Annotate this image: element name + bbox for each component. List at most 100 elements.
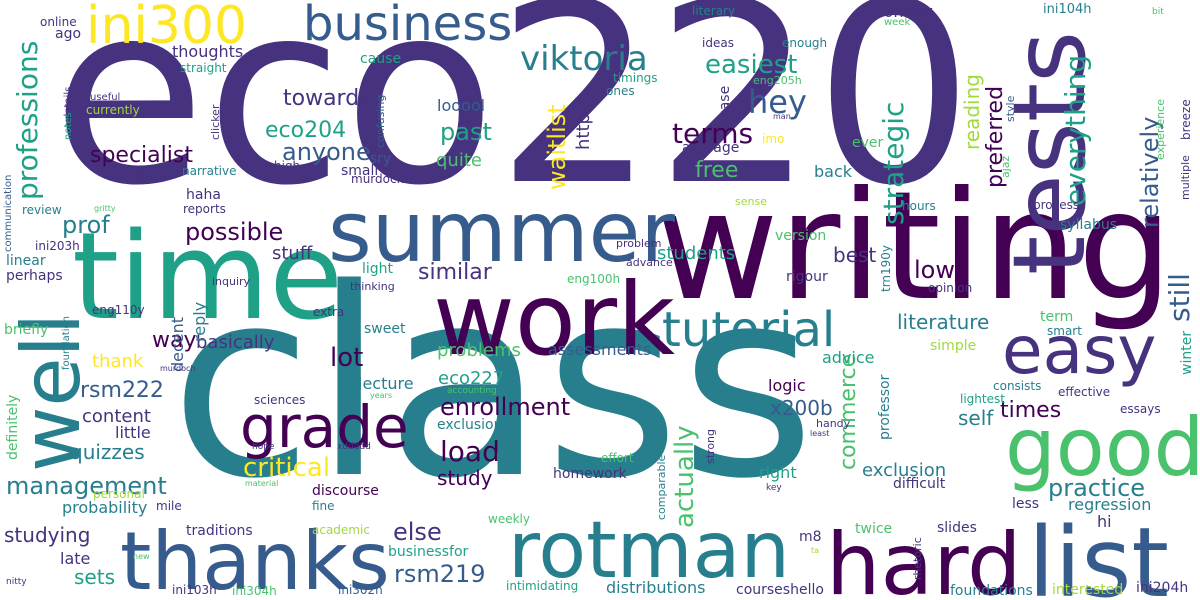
word-murdoch: murdoch (160, 364, 196, 373)
word-eng100h: eng100h (567, 272, 621, 286)
word-eng205h: eng205h (753, 74, 802, 87)
word-management: management (6, 472, 167, 500)
word-lot: lot (330, 343, 364, 373)
word-average: average (682, 140, 740, 156)
word-winter: winter (1179, 330, 1195, 375)
word-cause: cause (360, 51, 402, 67)
word-bit: bit (1152, 7, 1164, 17)
word-process: process (1033, 198, 1080, 212)
word-clicker: clicker (209, 104, 222, 140)
word-hi: hi (1097, 512, 1112, 531)
word-trn190y: trn190y (879, 244, 893, 292)
word-multiple: multiple (1179, 155, 1192, 200)
word-professor: professor (877, 374, 893, 440)
word-quite: quite (436, 150, 482, 171)
word-strong: strong (704, 428, 717, 464)
word-fine: fine (312, 499, 335, 513)
word-literary: literary (692, 4, 736, 18)
word-ideas: ideas (702, 36, 734, 50)
word-right: right (759, 463, 797, 482)
word-waitlist: waitlist (543, 104, 571, 190)
word-enrollment: enrollment (440, 393, 571, 421)
word-inquiry: inquiry (212, 275, 251, 288)
word-probability: probability (62, 498, 148, 517)
word-commerce: commerce (836, 353, 861, 470)
word-exclusions: exclusions (437, 417, 510, 433)
word-courseshello: courseshello (736, 582, 824, 598)
word-load: load (440, 435, 500, 468)
word-currently: currently (86, 103, 140, 117)
word-class: class (170, 234, 816, 536)
word-light: light (362, 261, 394, 277)
word-easiest: easiest (705, 50, 798, 80)
word-haha: haha (186, 187, 221, 203)
word-x200b: x200b (770, 396, 833, 420)
word-accounting: accounting (447, 386, 497, 396)
word-self: self (958, 406, 994, 430)
word-eco220: eco220 (52, 0, 974, 240)
word-businessfor: businessfor (388, 544, 469, 560)
word-new: new (133, 552, 150, 561)
word-weekly: weekly (488, 512, 530, 526)
word-gritty: gritty (94, 204, 116, 213)
word-opinion: opinion (928, 281, 973, 295)
word-sciences: sciences (254, 393, 306, 407)
word-problems: problems (437, 340, 521, 361)
word-looool: looool (437, 96, 486, 115)
word-advance: advance (626, 256, 673, 269)
word-term: term (1040, 309, 1074, 325)
word-practice: practice (1048, 474, 1146, 502)
word-murdock: murdock (351, 172, 404, 186)
word-stuff: stuff (272, 243, 313, 264)
word-traditions: traditions (186, 523, 253, 539)
word-review: review (22, 203, 62, 217)
word-anyone: anyone (282, 138, 371, 166)
word-tutorial: tutorial (662, 302, 836, 358)
word-logic: logic (768, 376, 806, 395)
word-personal: personal (93, 487, 145, 501)
word-quizzes: quizzes (70, 440, 145, 464)
word-eco204: eco204 (265, 118, 347, 143)
word-problem: problem (616, 237, 662, 250)
word-case: case (717, 85, 733, 118)
word-distributions: distributions (606, 578, 706, 597)
word-thanks: thanks (120, 515, 390, 600)
word-foundation: foundation (61, 316, 72, 370)
word-assessments: assessments (548, 340, 652, 359)
word-ini204h: ini204h (1136, 580, 1189, 596)
word-experience: experience (1154, 99, 1167, 160)
word-work: work (433, 261, 675, 378)
word-linear: linear (6, 253, 46, 269)
word-handy: handy (816, 417, 851, 430)
word-xddddd: xddddd (337, 442, 371, 452)
word-content: content (82, 406, 151, 427)
word-best: best (833, 243, 877, 267)
word-times: times (1000, 398, 1062, 423)
word-nitty: nitty (6, 577, 27, 587)
word-towards: towards (283, 86, 371, 111)
word-breeze: breeze (1179, 99, 1193, 140)
word-specialist: specialist (90, 143, 193, 168)
word-students: students (657, 243, 736, 264)
word-time: time (72, 208, 344, 347)
word-consists: consists (993, 379, 1042, 393)
word-critical: critical (243, 453, 331, 483)
word-briefly: briefly (4, 322, 49, 338)
word-business: business (303, 0, 513, 52)
word-easy: easy (1002, 312, 1157, 389)
word-prof: prof (62, 211, 110, 239)
word-sry: sry (370, 151, 392, 167)
word-key: key (766, 483, 782, 493)
word-years: years (370, 391, 393, 400)
word-similar: similar (418, 260, 492, 285)
word-literature: literature (897, 310, 990, 334)
word-effective: effective (1058, 385, 1111, 399)
word-back: back (814, 162, 853, 181)
word-eco227: eco227 (438, 368, 505, 389)
word-reply: reply (190, 301, 209, 342)
word-low: low (914, 256, 955, 284)
word-notes: notes (63, 112, 74, 140)
word-style: style (1004, 95, 1017, 122)
word-good: good (1005, 401, 1200, 494)
word-study: study (437, 466, 493, 490)
